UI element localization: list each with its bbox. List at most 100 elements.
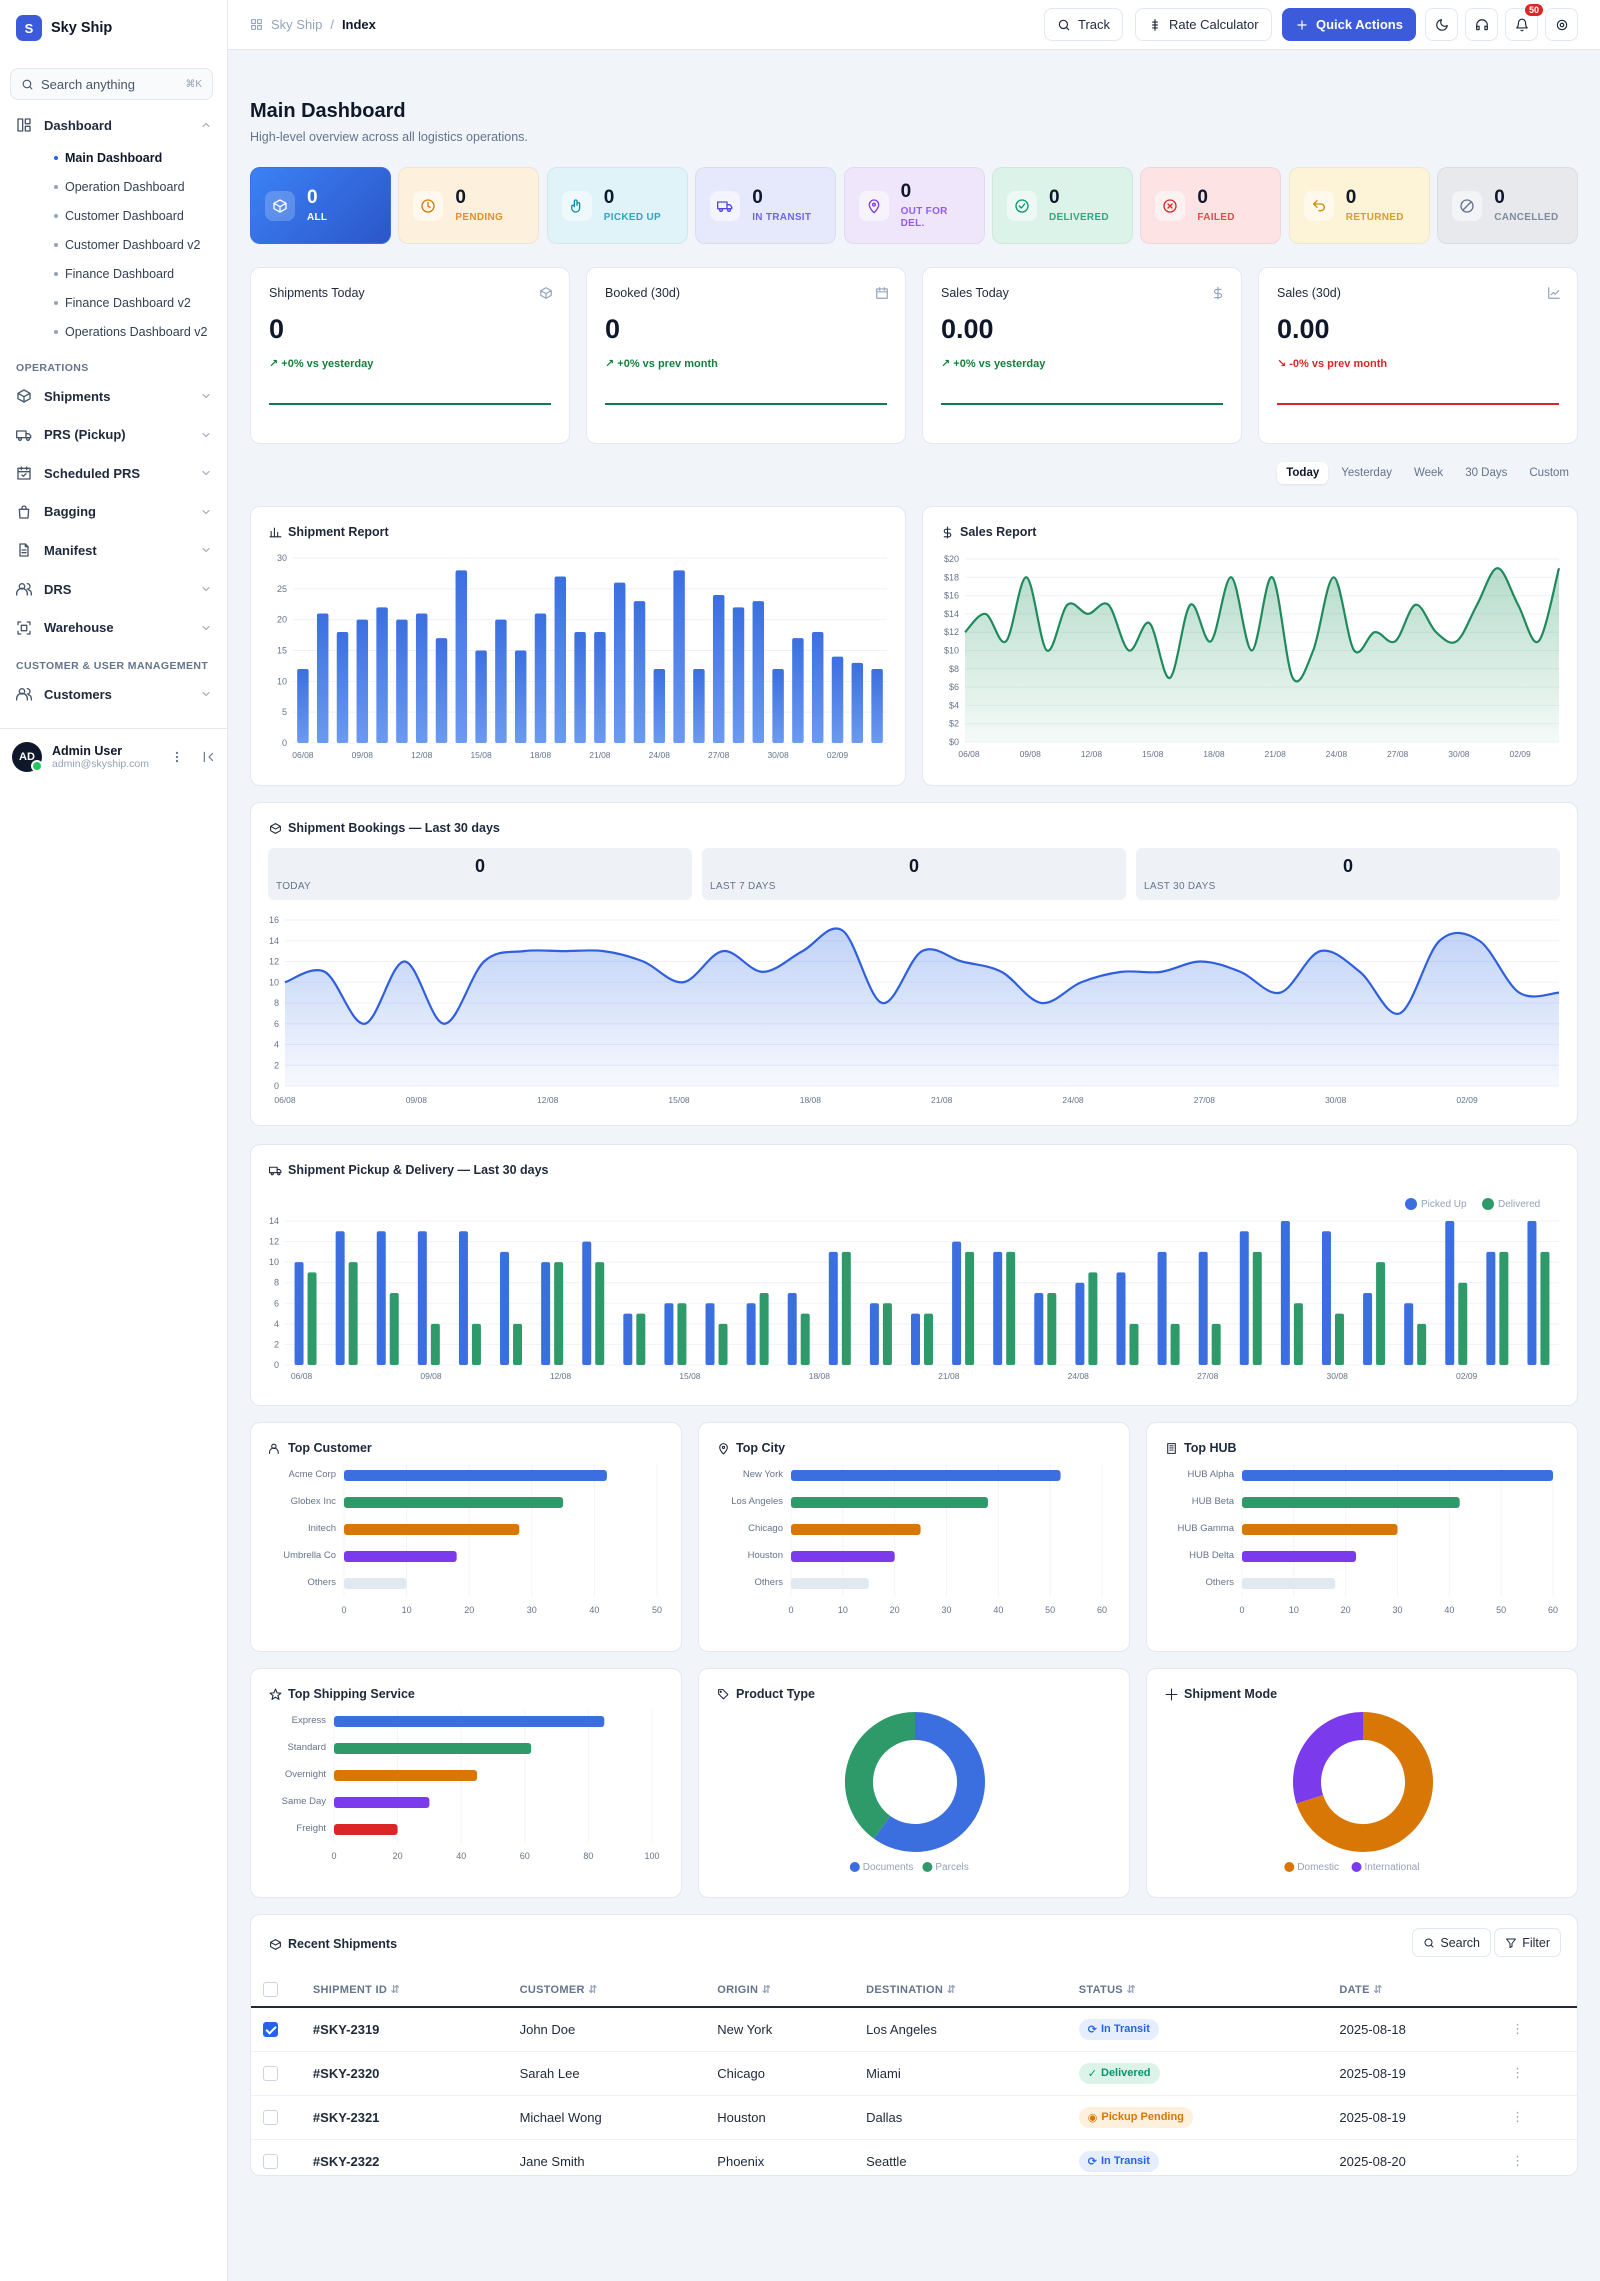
bar[interactable] bbox=[871, 669, 883, 743]
user-profile[interactable]: AD Admin User admin@skyship.com bbox=[12, 742, 216, 772]
bar[interactable] bbox=[811, 632, 824, 743]
column-header[interactable]: DESTINATION ⇵ bbox=[866, 1973, 1079, 2008]
bar[interactable] bbox=[791, 1497, 988, 1508]
bar-delivered[interactable] bbox=[800, 1313, 810, 1365]
bar-delivered[interactable] bbox=[677, 1303, 687, 1365]
bar[interactable] bbox=[534, 613, 547, 744]
status-tile-returned[interactable]: 0 RETURNED bbox=[1288, 167, 1430, 244]
sidebar-subitem[interactable]: Operations Dashboard v2 bbox=[54, 325, 207, 339]
column-header[interactable]: DATE ⇵ bbox=[1339, 1973, 1512, 2008]
column-header[interactable]: ORIGIN ⇵ bbox=[717, 1973, 867, 2008]
bar[interactable] bbox=[574, 632, 586, 743]
pie-slice[interactable] bbox=[873, 1712, 985, 1852]
track-button[interactable]: Track bbox=[1044, 8, 1124, 41]
bar[interactable] bbox=[613, 582, 626, 743]
bar[interactable] bbox=[693, 669, 705, 743]
bar-delivered[interactable] bbox=[1499, 1251, 1509, 1365]
bar-delivered[interactable] bbox=[1458, 1282, 1468, 1365]
bar-delivered[interactable] bbox=[307, 1272, 317, 1365]
bar-picked-up[interactable] bbox=[1034, 1293, 1044, 1365]
series-line[interactable] bbox=[284, 927, 1560, 1025]
bar-picked-up[interactable] bbox=[376, 1231, 386, 1365]
table-row[interactable]: #SKY-2320 Sarah Lee Chicago Miami ✓ Deliv… bbox=[251, 2051, 1577, 2096]
bar[interactable] bbox=[344, 1470, 607, 1481]
column-header[interactable]: STATUS ⇵ bbox=[1078, 1973, 1340, 2008]
range-week[interactable]: Week bbox=[1413, 467, 1444, 479]
status-tile-in-transit[interactable]: 0 IN TRANSIT bbox=[695, 167, 837, 244]
shipment-id[interactable]: #SKY-2322 bbox=[312, 2139, 520, 2175]
bar-picked-up[interactable] bbox=[1321, 1231, 1331, 1365]
sidebar-item-manifest[interactable]: Manifest bbox=[16, 535, 212, 565]
bar[interactable] bbox=[851, 662, 864, 743]
bar-delivered[interactable] bbox=[718, 1323, 728, 1365]
bar[interactable] bbox=[495, 619, 507, 743]
pie-slice[interactable] bbox=[1296, 1712, 1433, 1852]
status-tile-all[interactable]: 0 ALL bbox=[250, 167, 391, 244]
bar-picked-up[interactable] bbox=[1116, 1272, 1126, 1365]
bar-picked-up[interactable] bbox=[623, 1313, 633, 1365]
bar-delivered[interactable] bbox=[471, 1323, 481, 1365]
bar-delivered[interactable] bbox=[882, 1303, 892, 1365]
settings-button[interactable] bbox=[1545, 8, 1578, 41]
sidebar-item-prs-pickup-[interactable]: PRS (Pickup) bbox=[16, 420, 212, 450]
series-line[interactable] bbox=[964, 567, 1561, 683]
bar[interactable] bbox=[334, 1716, 605, 1727]
bar-delivered[interactable] bbox=[1376, 1262, 1386, 1365]
status-tile-out-for-del-[interactable]: 0 OUT FOR DEL. bbox=[843, 167, 985, 244]
bar-picked-up[interactable] bbox=[541, 1262, 551, 1365]
bar[interactable] bbox=[376, 607, 388, 743]
theme-toggle-button[interactable] bbox=[1425, 8, 1458, 41]
row-checkbox[interactable] bbox=[263, 2154, 278, 2170]
bar[interactable] bbox=[791, 1470, 1061, 1481]
bar[interactable] bbox=[455, 570, 468, 743]
bar-delivered[interactable] bbox=[1006, 1251, 1016, 1365]
row-checkbox[interactable] bbox=[263, 2066, 278, 2082]
bar-delivered[interactable] bbox=[348, 1262, 358, 1365]
bar-picked-up[interactable] bbox=[1075, 1282, 1085, 1365]
bar-delivered[interactable] bbox=[841, 1251, 851, 1365]
sidebar-item-dashboard[interactable]: Dashboard bbox=[16, 110, 212, 140]
bar[interactable] bbox=[334, 1743, 532, 1754]
bar[interactable] bbox=[356, 619, 369, 743]
bar-delivered[interactable] bbox=[430, 1323, 440, 1365]
bar[interactable] bbox=[344, 1578, 407, 1589]
bar-delivered[interactable] bbox=[1170, 1323, 1180, 1365]
status-tile-delivered[interactable]: 0 DELIVERED bbox=[992, 167, 1133, 244]
bar[interactable] bbox=[653, 669, 666, 743]
range-today[interactable]: Today bbox=[1277, 462, 1329, 484]
bar[interactable] bbox=[334, 1824, 398, 1835]
bar[interactable] bbox=[772, 669, 784, 743]
bar-picked-up[interactable] bbox=[911, 1313, 920, 1365]
shipment-id[interactable]: #SKY-2320 bbox=[312, 2051, 520, 2096]
bar-delivered[interactable] bbox=[513, 1323, 523, 1365]
bar-delivered[interactable] bbox=[389, 1293, 399, 1365]
bar[interactable] bbox=[1242, 1578, 1336, 1589]
column-header[interactable]: CUSTOMER ⇵ bbox=[519, 1973, 718, 2008]
bar-picked-up[interactable] bbox=[869, 1303, 879, 1365]
shipment-id[interactable]: #SKY-2321 bbox=[312, 2095, 520, 2140]
bar-picked-up[interactable] bbox=[952, 1241, 962, 1365]
bar[interactable] bbox=[344, 1551, 457, 1562]
legend-label[interactable]: International bbox=[1365, 1862, 1420, 1873]
bar-picked-up[interactable] bbox=[1404, 1303, 1414, 1365]
sidebar-subitem[interactable]: Customer Dashboard bbox=[54, 209, 184, 223]
pie-slice[interactable] bbox=[845, 1712, 916, 1839]
bar-picked-up[interactable] bbox=[993, 1251, 1003, 1365]
status-tile-pending[interactable]: 0 PENDING bbox=[398, 167, 540, 244]
legend-label[interactable]: Domestic bbox=[1297, 1862, 1339, 1873]
bar-delivered[interactable] bbox=[924, 1313, 933, 1365]
bar[interactable] bbox=[831, 656, 844, 743]
bar-delivered[interactable] bbox=[1211, 1323, 1221, 1365]
bar-picked-up[interactable] bbox=[1239, 1231, 1249, 1365]
more-vertical-icon[interactable]: ⋮ bbox=[1511, 2065, 1525, 2080]
table-row[interactable]: #SKY-2321 Michael Wong Houston Dallas ◉ P… bbox=[251, 2095, 1577, 2140]
bar-picked-up[interactable] bbox=[1527, 1221, 1537, 1365]
legend-label[interactable]: Delivered bbox=[1498, 1199, 1540, 1210]
sidebar-search-input[interactable]: Search anything ⌘K bbox=[10, 68, 213, 100]
sidebar-item-customers[interactable]: Customers bbox=[16, 679, 212, 709]
brand[interactable]: S Sky Ship bbox=[16, 15, 112, 41]
select-all-checkbox[interactable] bbox=[263, 1982, 278, 1997]
bar-delivered[interactable] bbox=[1252, 1251, 1262, 1365]
bar-picked-up[interactable] bbox=[1363, 1293, 1373, 1365]
legend-label[interactable]: Parcels bbox=[935, 1862, 968, 1873]
